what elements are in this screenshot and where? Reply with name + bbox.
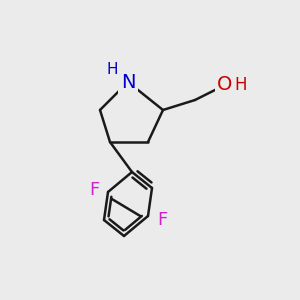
Text: F: F [157, 211, 167, 229]
Text: H: H [235, 76, 247, 94]
Text: O: O [217, 76, 233, 94]
Text: H: H [106, 62, 118, 77]
Text: N: N [121, 73, 135, 92]
Text: F: F [89, 181, 99, 199]
